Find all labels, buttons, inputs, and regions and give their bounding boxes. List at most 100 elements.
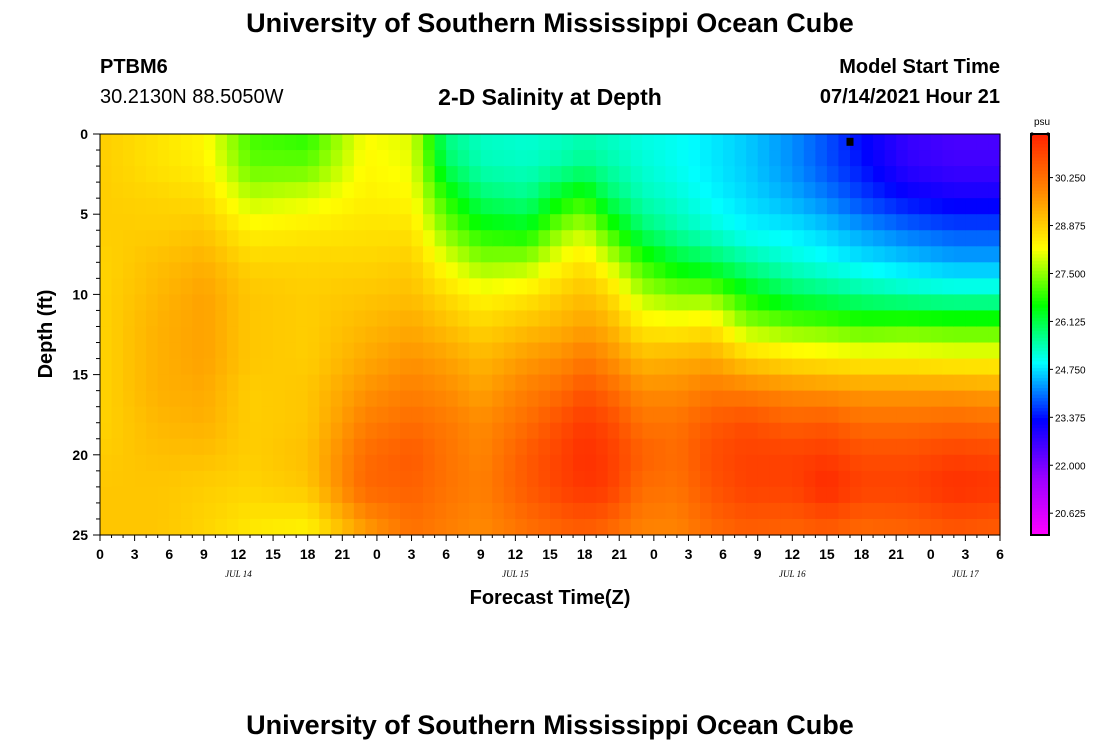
heatmap-cell [896,518,909,536]
heatmap-cell [261,150,274,167]
heatmap-cell [388,374,401,392]
heatmap-cell [550,310,563,328]
heatmap-cell [965,486,978,504]
heatmap-cell [734,294,747,312]
heatmap-cell [550,182,563,199]
heatmap-cell [653,182,666,199]
heatmap-cell [330,134,343,151]
heatmap-cell [711,422,724,440]
heatmap-cell [953,134,966,151]
heatmap-cell [953,214,966,231]
heatmap-cell [284,342,297,360]
heatmap-cell [434,262,447,279]
heatmap-cell [573,182,586,199]
heatmap-cell [838,182,851,199]
heatmap-cell [307,502,320,520]
heatmap-cell [884,166,897,183]
heatmap-cell [157,454,170,472]
heatmap-cell [203,438,216,456]
heatmap-cell [884,374,897,392]
heatmap-cell [261,262,274,279]
heatmap-cell [342,518,355,536]
heatmap-cell [180,294,193,312]
heatmap-cell [111,438,124,456]
heatmap-cell [388,486,401,504]
heatmap-cell [400,374,413,392]
heatmap-cell [573,326,586,344]
heatmap-cell [515,166,528,183]
heatmap-cell [746,326,759,344]
heatmap-cell [365,150,378,167]
heatmap-cell [965,374,978,392]
heatmap-cell [907,294,920,312]
heatmap-cell [434,310,447,328]
heatmap-cell [746,134,759,151]
heatmap-cell [596,454,609,472]
heatmap-cell [919,374,932,392]
heatmap-cell [976,390,990,408]
heatmap-cell [988,390,1001,408]
heatmap-cell [607,486,620,504]
heatmap-cell [573,310,586,328]
heatmap-cell [573,358,586,376]
heatmap-cell [307,166,320,183]
heatmap-cell [942,134,955,151]
colorbar-segment [1031,444,1049,449]
heatmap-cell [930,262,943,279]
heatmap-cell [561,518,574,536]
heatmap-cell [550,262,563,279]
colorbar-segment [1031,284,1049,289]
heatmap-cell [930,246,943,263]
heatmap-cell [238,150,251,167]
heatmap-cell [157,486,170,504]
heatmap-cell [561,390,574,408]
heatmap-cell [930,502,943,520]
heatmap-cell [503,374,516,392]
heatmap-cell [550,454,563,472]
heatmap-cell [353,246,366,263]
heatmap-cell [238,342,251,360]
heatmap-cell [203,198,216,215]
heatmap-cell [861,278,874,295]
heatmap-cell [423,374,436,392]
heatmap-cell [665,518,678,536]
heatmap-cell [757,230,770,247]
heatmap-cell [365,518,378,536]
colorbar-segment [1031,187,1049,192]
colorbar-segment [1031,357,1049,362]
heatmap-cell [642,502,655,520]
colorbar-segment [1031,428,1049,433]
heatmap-cell [584,454,597,472]
heatmap-cell [457,182,470,199]
heatmap-cell [757,310,770,328]
heatmap-cell [492,182,505,199]
heatmap-cell [642,438,655,456]
heatmap-cell [434,454,447,472]
heatmap-cell [457,294,470,312]
heatmap-cell [596,246,609,263]
heatmap-cell [942,278,955,295]
heatmap-cell [492,246,505,263]
heatmap-cell [365,358,378,376]
heatmap-cell [642,326,655,344]
heatmap-cell [884,438,897,456]
heatmap-cell [734,422,747,440]
heatmap-cell [353,502,366,520]
heatmap-cell [746,150,759,167]
heatmap-cell [861,374,874,392]
heatmap-cell [503,262,516,279]
heatmap-cell [123,294,136,312]
heatmap-cell [607,278,620,295]
heatmap-cell [653,454,666,472]
heatmap-cell [446,326,459,344]
heatmap-cell [319,310,332,328]
heatmap-cell [100,262,113,279]
heatmap-cell [734,134,747,151]
heatmap-cell [619,230,632,247]
heatmap-cell [400,166,413,183]
heatmap-cell [342,470,355,488]
colorbar-segment [1031,478,1049,483]
heatmap-cell [642,342,655,360]
heatmap-cell [238,438,251,456]
heatmap-cell [561,358,574,376]
